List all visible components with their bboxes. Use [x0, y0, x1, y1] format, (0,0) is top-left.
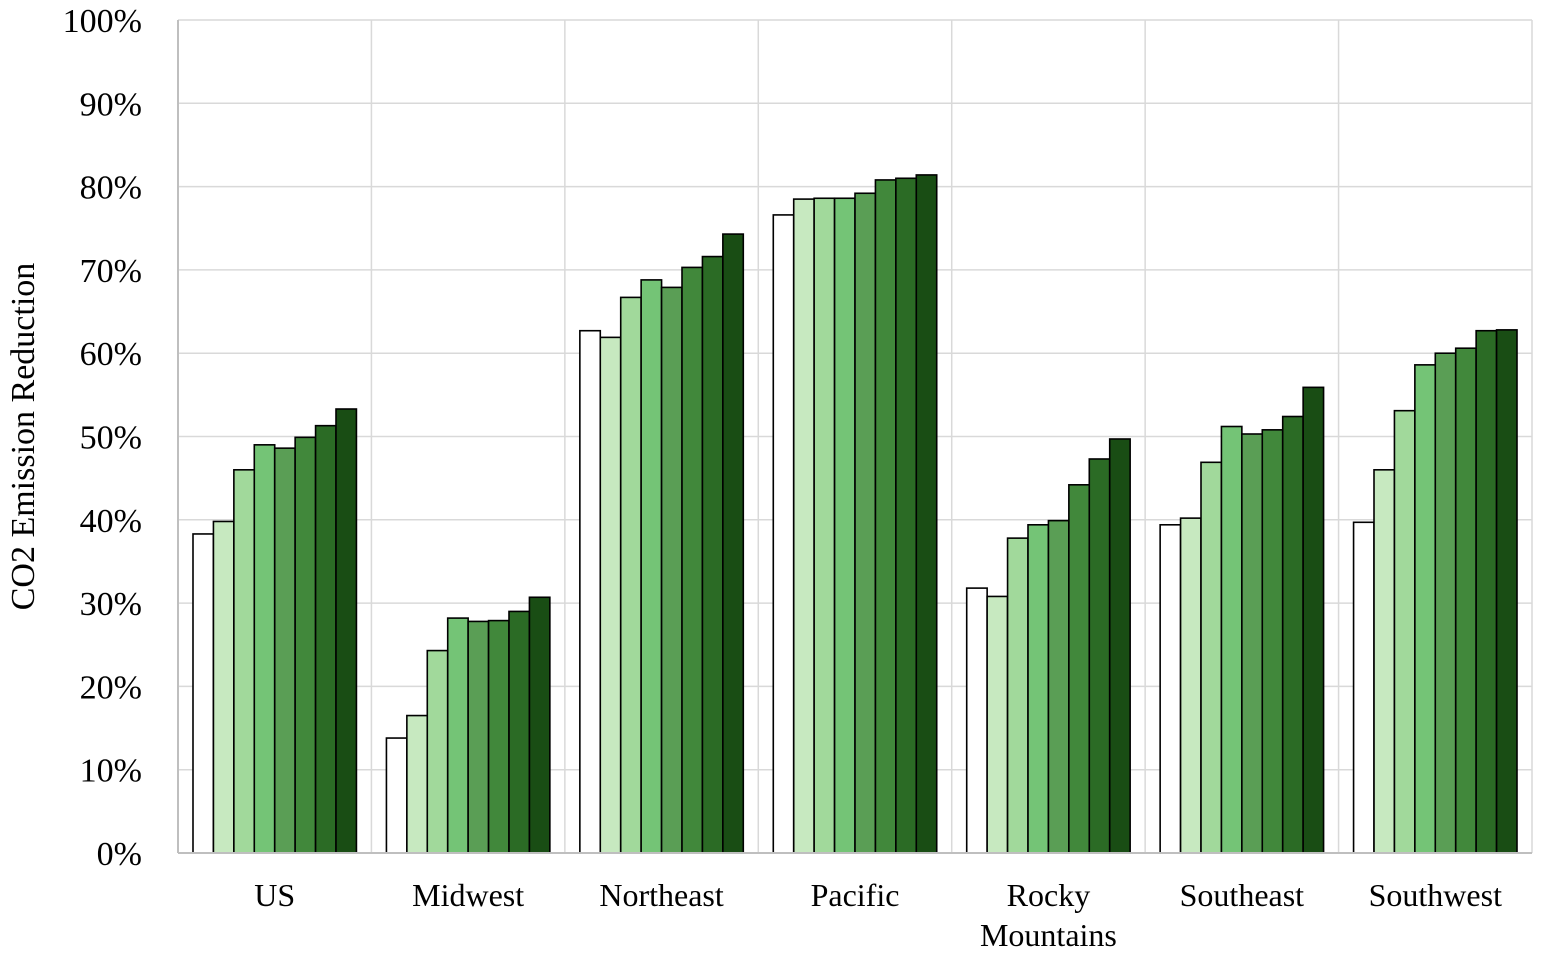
bar-northeast-series-1 — [579, 329, 602, 854]
x-category-label: Northeast — [599, 877, 724, 913]
bar-southwest-series-6 — [1454, 347, 1477, 854]
y-tick-label: 40% — [80, 503, 142, 540]
bar-us-series-1 — [192, 533, 215, 854]
bar-northeast-series-6 — [681, 266, 704, 854]
bar-midwest-series-2 — [406, 714, 429, 854]
bar-pacific-series-8 — [915, 174, 938, 854]
bar-us-series-3 — [233, 469, 256, 854]
bar-rocky-mountains-series-3 — [1006, 537, 1029, 854]
bar-rocky-mountains-series-4 — [1027, 523, 1050, 854]
y-tick-label: 50% — [80, 420, 142, 457]
x-category-label: Southwest — [1369, 877, 1502, 913]
x-category-label: Rocky — [1007, 877, 1091, 913]
bar-southwest-series-1 — [1352, 521, 1375, 854]
bar-rocky-mountains-series-7 — [1088, 458, 1111, 854]
y-tick-label: 100% — [63, 3, 142, 40]
bar-pacific-series-2 — [792, 198, 815, 854]
bar-us-series-2 — [212, 520, 235, 854]
bar-rocky-mountains-series-6 — [1068, 484, 1091, 854]
bar-rocky-mountains-series-5 — [1047, 519, 1070, 854]
x-category-label: US — [254, 877, 295, 913]
bar-pacific-series-7 — [895, 177, 918, 854]
bar-midwest-series-8 — [528, 596, 551, 854]
bar-southwest-series-7 — [1475, 329, 1498, 854]
bar-northeast-series-3 — [619, 296, 642, 854]
bar-pacific-series-4 — [833, 197, 856, 854]
y-tick-label: 30% — [80, 586, 142, 623]
y-tick-label: 0% — [97, 836, 142, 873]
bar-northeast-series-4 — [640, 279, 663, 854]
bar-northeast-series-5 — [660, 286, 683, 854]
x-category-label: Midwest — [412, 877, 524, 913]
bar-us-series-8 — [335, 408, 358, 854]
bar-northeast-series-7 — [701, 255, 724, 854]
bar-southwest-series-3 — [1393, 409, 1416, 854]
bar-northeast-series-8 — [722, 233, 745, 854]
bar-southeast-series-2 — [1179, 517, 1202, 854]
y-tick-label: 70% — [80, 253, 142, 290]
x-category-label: Southeast — [1180, 877, 1305, 913]
bar-southwest-series-8 — [1495, 329, 1518, 854]
bar-southeast-series-8 — [1302, 386, 1325, 854]
y-axis-title: CO2 Emission Reduction — [5, 263, 42, 611]
y-tick-label: 20% — [80, 669, 142, 706]
y-tick-label: 10% — [80, 753, 142, 790]
bar-midwest-series-3 — [426, 649, 449, 854]
bar-pacific-series-5 — [854, 192, 877, 854]
bar-southeast-series-1 — [1159, 523, 1182, 854]
bar-midwest-series-5 — [467, 620, 490, 854]
bar-southwest-series-2 — [1373, 469, 1396, 854]
bar-southeast-series-5 — [1241, 433, 1264, 854]
x-category-label: Pacific — [811, 877, 900, 913]
bar-southeast-series-6 — [1261, 429, 1284, 854]
bar-us-series-5 — [273, 447, 296, 854]
labels-layer: 0% 10% 20% 30% 40% 50% 60% 70% 80% 90% 100% US Midwe… — [63, 3, 1502, 953]
axis-layer — [177, 20, 1532, 854]
y-tick-label: 60% — [80, 336, 142, 373]
bar-southeast-series-3 — [1200, 461, 1223, 854]
bar-pacific-series-6 — [874, 179, 897, 854]
x-category-label: Mountains — [980, 917, 1117, 953]
bar-midwest-series-7 — [508, 610, 531, 854]
bar-us-series-7 — [314, 424, 337, 854]
bar-pacific-series-1 — [772, 214, 795, 854]
bar-southeast-series-4 — [1220, 425, 1243, 854]
bar-pacific-series-3 — [813, 197, 836, 854]
bar-midwest-series-6 — [487, 619, 510, 854]
y-tick-label: 90% — [80, 86, 142, 123]
bar-southwest-series-5 — [1434, 352, 1457, 854]
bars-layer — [192, 174, 1518, 854]
bar-northeast-series-2 — [599, 336, 622, 854]
bar-rocky-mountains-series-2 — [986, 595, 1009, 854]
bar-us-series-4 — [253, 444, 276, 854]
bar-rocky-mountains-series-1 — [965, 587, 988, 854]
bar-southwest-series-4 — [1414, 364, 1437, 854]
bar-southeast-series-7 — [1281, 415, 1304, 854]
bar-rocky-mountains-series-8 — [1108, 438, 1131, 854]
bar-us-series-6 — [294, 436, 317, 854]
y-tick-label: 80% — [80, 170, 142, 207]
bar-midwest-series-4 — [446, 617, 469, 854]
bar-midwest-series-1 — [385, 737, 408, 854]
